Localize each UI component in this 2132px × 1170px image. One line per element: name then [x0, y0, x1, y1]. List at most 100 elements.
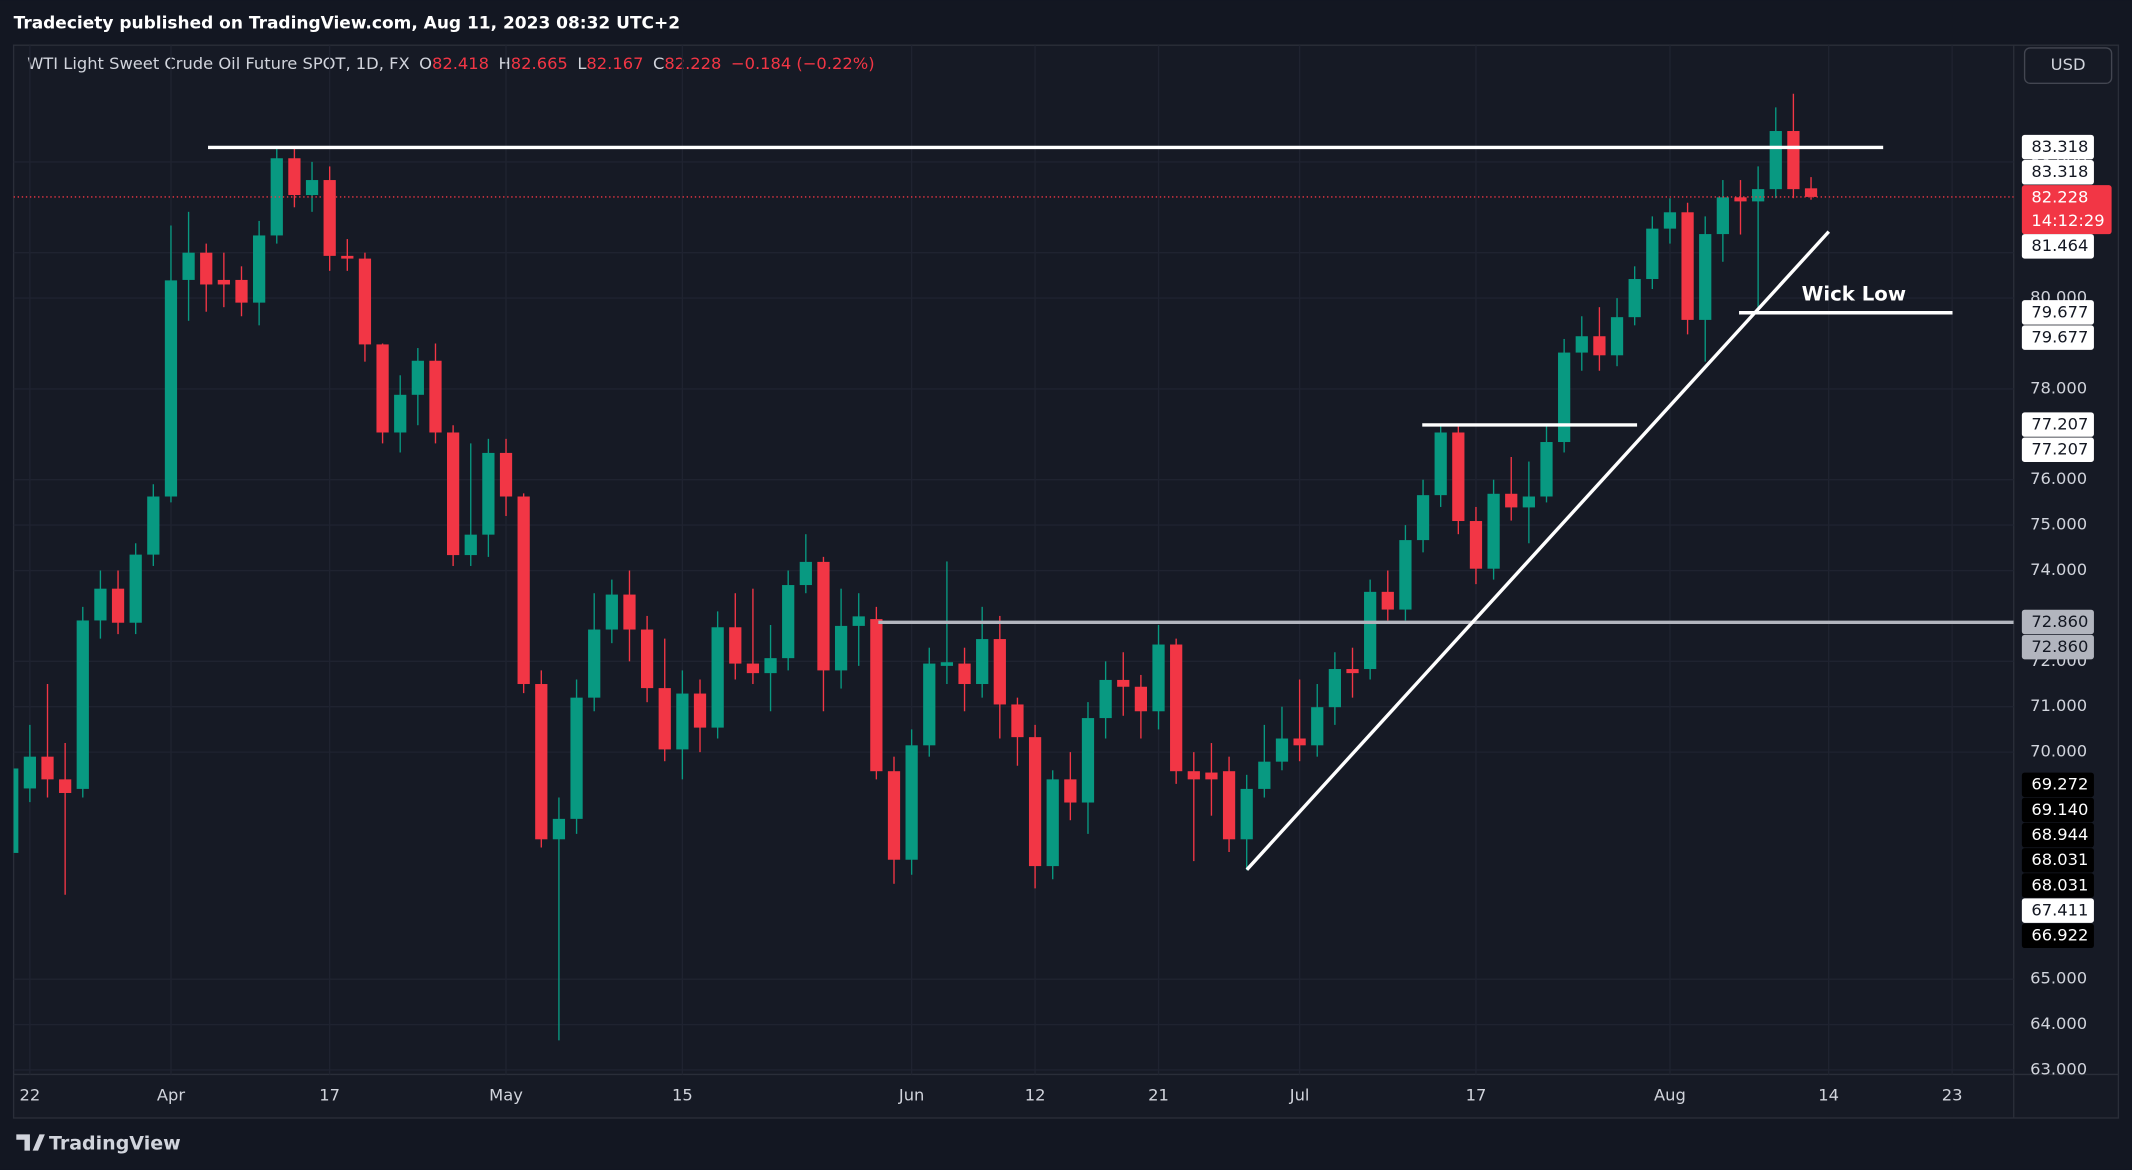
candle-body — [782, 585, 795, 659]
candle-body — [1540, 442, 1553, 497]
legend-letter: C — [653, 54, 664, 73]
candle-body — [588, 629, 601, 698]
price-label-box — [2021, 234, 2094, 259]
candle-body — [764, 658, 777, 674]
price-label-box — [2021, 898, 2094, 923]
price-label-box — [2021, 134, 2094, 160]
candle-body — [288, 158, 301, 196]
annotation: Wick Low — [1802, 283, 1906, 306]
y-tick-label: 70.000 — [2030, 742, 2087, 761]
candle-body — [1804, 188, 1818, 197]
price-label: 69.272 — [2031, 775, 2088, 794]
candle-body — [1593, 336, 1606, 356]
candle-body — [658, 688, 671, 750]
legend: WTI Light Sweet Crude Oil Future SPOT, 1… — [27, 54, 874, 73]
brand-logo — [16, 1134, 45, 1151]
price-label: 77.207 — [2031, 414, 2088, 433]
candle-body — [499, 452, 513, 497]
candle-body — [817, 561, 830, 671]
candle-body — [976, 639, 989, 685]
x-tick-label: 17 — [319, 1086, 340, 1105]
candle-body — [1346, 669, 1359, 674]
price-label: 79.677 — [2031, 327, 2088, 346]
price-label-box — [2021, 822, 2094, 848]
plot — [13, 45, 2014, 1075]
legend-value: 82.167 — [586, 54, 643, 73]
candle-body — [729, 627, 742, 664]
candle-body — [923, 663, 936, 746]
candle-body — [1222, 771, 1236, 840]
symbol: WTI Light Sweet Crude Oil Future SPOT, 1… — [27, 54, 409, 73]
price-label: 68.944 — [2031, 825, 2088, 844]
currency-label[interactable]: USD — [2051, 55, 2086, 74]
candle-body — [23, 756, 36, 789]
x-tick-label: 23 — [1942, 1086, 1963, 1105]
candle-body — [1646, 228, 1659, 280]
candle-body — [1117, 679, 1130, 687]
candle-body — [940, 662, 954, 666]
publisher: Tradeciety published on TradingView.com,… — [14, 13, 680, 33]
x-tick-label: Jul — [1289, 1086, 1310, 1105]
candle-body — [1170, 644, 1183, 772]
y-tick-label: 71.000 — [2030, 696, 2087, 715]
candle-body — [464, 534, 477, 556]
x-tick-label: 21 — [1148, 1086, 1169, 1105]
candle-body — [1240, 788, 1253, 840]
candle-body — [1699, 234, 1712, 320]
candle-body — [1187, 771, 1200, 780]
price-label-box — [2021, 797, 2094, 823]
price-label: 68.031 — [2031, 875, 2088, 894]
price-label: 67.411 — [2031, 900, 2088, 919]
trend-line — [1245, 230, 1831, 871]
candle-body — [253, 235, 266, 303]
x-tick-label: 17 — [1466, 1086, 1487, 1105]
candle-body — [358, 258, 372, 345]
candle-body — [41, 756, 54, 780]
candle-body — [870, 619, 883, 772]
y-tick-label: 75.000 — [2030, 515, 2087, 534]
currency-button[interactable] — [2023, 47, 2113, 84]
candle-body — [1752, 189, 1765, 202]
legend-letter: O — [419, 54, 432, 73]
candle-body — [693, 693, 707, 728]
x-tick-label: 14 — [1818, 1086, 1839, 1105]
candle-body — [1046, 779, 1059, 867]
candle-body — [1275, 738, 1289, 762]
brand: TradingView — [49, 1132, 181, 1154]
logo-icon — [16, 1134, 45, 1151]
candle-body — [623, 594, 636, 630]
candle-body — [1787, 131, 1800, 190]
candle-body — [905, 745, 918, 860]
candle-body — [94, 588, 107, 621]
price-label-box — [2021, 160, 2094, 185]
candle-body — [1628, 279, 1641, 318]
candle-body — [1205, 772, 1218, 780]
candle-body — [1769, 131, 1782, 190]
candle-body — [1681, 212, 1694, 320]
candle-body — [1134, 686, 1148, 712]
y-tick-label: 76.000 — [2030, 469, 2087, 488]
candle-body — [799, 561, 812, 586]
candle-body — [1522, 496, 1535, 508]
price-label: 66.922 — [2031, 926, 2088, 945]
candle-body — [200, 252, 213, 285]
price-label-box — [2021, 873, 2094, 898]
candle-body — [1311, 707, 1324, 746]
price-label-box — [2021, 412, 2094, 437]
candle-body — [1558, 352, 1571, 443]
candle-body — [1081, 718, 1095, 803]
legend-value: 82.228 — [664, 54, 721, 73]
candle-body — [305, 180, 319, 196]
candle-body — [1416, 495, 1430, 541]
candle-body — [993, 639, 1006, 705]
x-tick-label: Jun — [898, 1086, 924, 1105]
candle-body — [958, 663, 971, 685]
candle-body — [1293, 738, 1306, 746]
legend-change: −0.184 (−0.22%) — [731, 54, 875, 73]
candle-body — [341, 255, 354, 259]
candle-body — [76, 620, 89, 789]
candle-body — [59, 779, 72, 793]
legend-letter: H — [499, 54, 511, 73]
price-label: 83.318 — [2031, 162, 2088, 181]
